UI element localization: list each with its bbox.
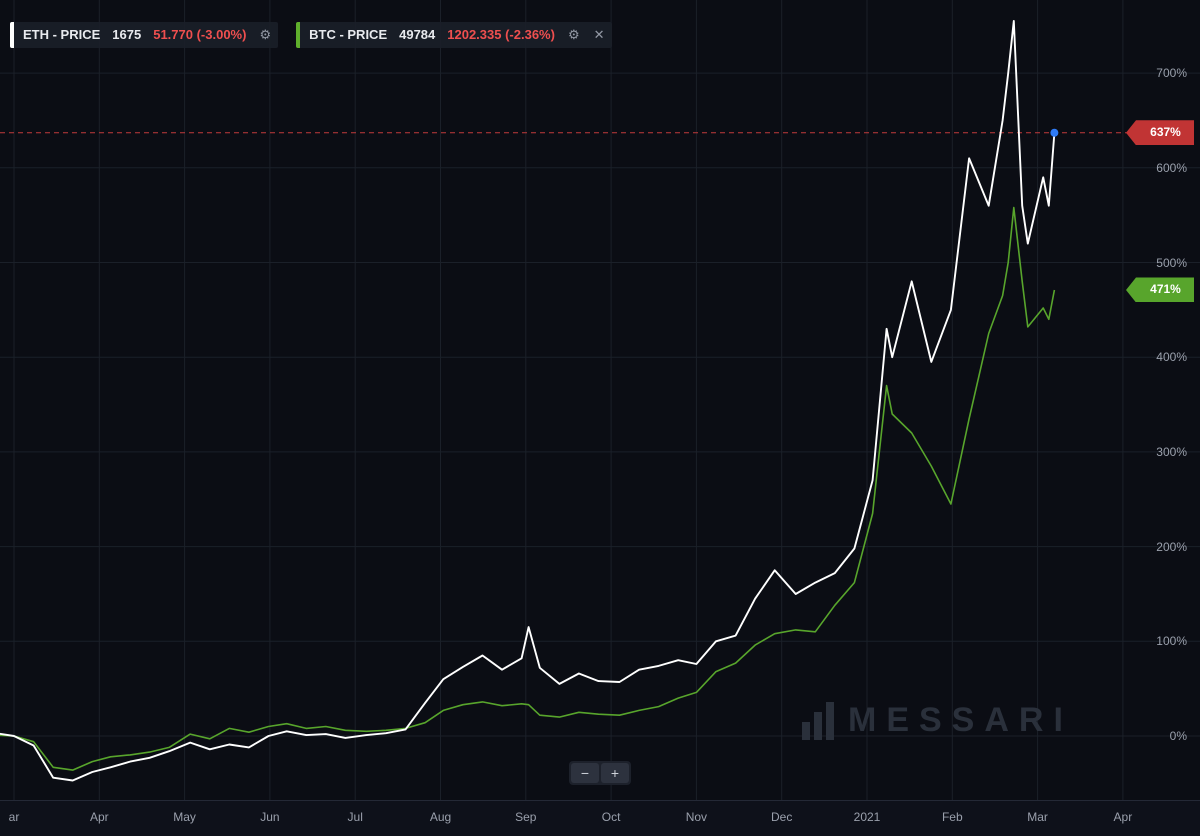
- last-price-dot: [1050, 128, 1059, 137]
- y-axis-label: 400%: [1156, 350, 1187, 365]
- btc-series-color-bar: [296, 22, 301, 48]
- btc-last-price-badge: 471%: [1126, 277, 1194, 303]
- y-axis-label: 200%: [1156, 539, 1187, 554]
- legend-eth[interactable]: ETH - PRICE 1675 51.770 (-3.00%) ⚙: [10, 22, 279, 48]
- x-axis-label: Dec: [771, 810, 793, 824]
- btc-settings-icon[interactable]: ⚙: [567, 27, 580, 42]
- x-axis-label: Nov: [685, 810, 708, 824]
- y-axis-label: 500%: [1156, 255, 1187, 270]
- x-axis-label: 2021: [853, 810, 881, 824]
- x-axis-label: Jul: [347, 810, 363, 824]
- y-axis-label: 0%: [1169, 729, 1187, 743]
- y-axis-label: 100%: [1156, 634, 1187, 649]
- btc-price-line: [0, 206, 1056, 771]
- x-axis-label: Jun: [260, 810, 280, 824]
- legend: ETH - PRICE 1675 51.770 (-3.00%) ⚙ BTC -…: [10, 22, 612, 48]
- zoom-in-button[interactable]: +: [601, 763, 629, 783]
- btc-price-value: 49784: [399, 27, 436, 42]
- x-axis-label: Feb: [941, 810, 963, 824]
- x-axis-label: Mar: [1027, 810, 1048, 824]
- x-axis-label: May: [173, 810, 196, 824]
- x-axis-label: ar: [8, 810, 20, 824]
- y-axis-label: 300%: [1156, 444, 1187, 459]
- y-axis-label: 600%: [1156, 160, 1187, 175]
- x-axis-label: Apr: [89, 810, 109, 824]
- x-axis-label: Aug: [429, 810, 452, 824]
- eth-last-price-badge: 637%: [1126, 120, 1194, 146]
- btc-change-value: 1202.335 (-2.36%): [447, 27, 555, 42]
- eth-symbol-label: ETH - PRICE: [23, 27, 101, 42]
- eth-series-color-bar: [10, 22, 14, 48]
- eth-price-line: [0, 20, 1056, 782]
- zoom-out-button[interactable]: −: [571, 763, 599, 783]
- eth-settings-icon[interactable]: ⚙: [259, 27, 272, 42]
- legend-btc[interactable]: BTC - PRICE 49784 1202.335 (-2.36%) ⚙ ✕: [296, 22, 612, 48]
- x-axis[interactable]: ar Apr May Jun Jul Aug Sep Oct Nov Dec 2021 Feb Mar A…: [0, 800, 1200, 836]
- btc-symbol-label: BTC - PRICE: [309, 27, 388, 42]
- eth-price-value: 1675: [112, 27, 142, 42]
- x-axis-label: Apr: [1113, 810, 1133, 824]
- eth-change-value: 51.770 (-3.00%): [153, 27, 247, 42]
- y-axis-label: 700%: [1156, 66, 1187, 81]
- btc-close-icon[interactable]: ✕: [593, 27, 605, 42]
- x-axis-label: Oct: [601, 810, 621, 824]
- x-axis-label: Sep: [515, 810, 537, 824]
- zoom-controls: − +: [569, 761, 631, 785]
